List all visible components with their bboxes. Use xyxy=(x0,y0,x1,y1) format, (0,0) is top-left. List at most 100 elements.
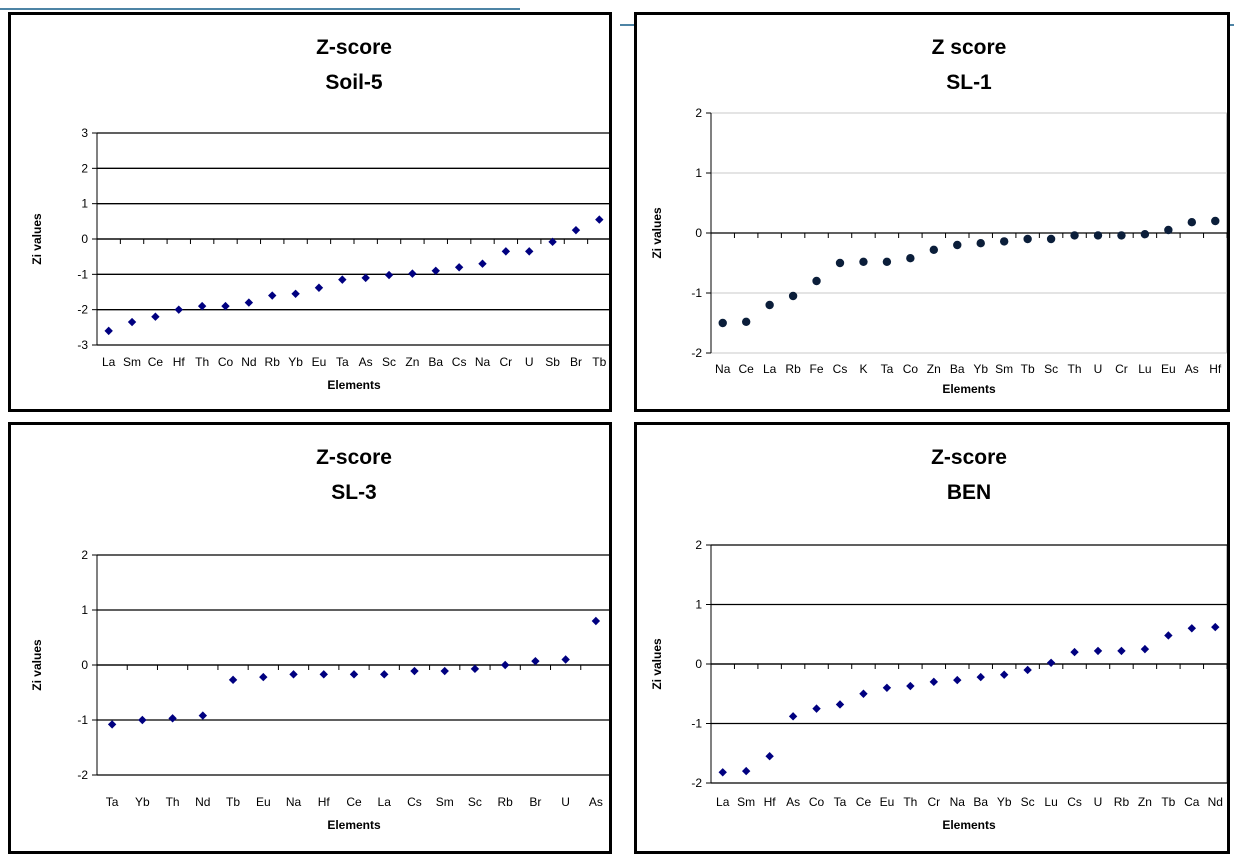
x-tick-label: Hf xyxy=(318,795,331,809)
data-point xyxy=(174,305,183,314)
y-tick-label: -1 xyxy=(77,267,88,281)
x-tick-label: Sm xyxy=(123,355,141,369)
chart-area: Z score SL-1 -2 -1 0 1 2 Na Ce La Rb Fe Cs K Ta Co Zn Ba Y… xyxy=(650,36,1227,396)
x-tick-label: Hf xyxy=(764,795,777,809)
x-tick-label: Rb xyxy=(785,362,801,376)
x-tick-label: K xyxy=(859,362,867,376)
chart-title: Z score xyxy=(932,36,1007,59)
chart-subtitle: SL-3 xyxy=(331,481,377,504)
x-tick-label: Ce xyxy=(346,795,362,809)
x-tick-label: Hf xyxy=(173,355,186,369)
x-tick-label: As xyxy=(1185,362,1199,376)
y-axis-title: Zi values xyxy=(650,207,664,259)
chart-subtitle: BEN xyxy=(947,481,991,504)
x-tick-label: Yb xyxy=(997,795,1012,809)
chart-title: Z-score xyxy=(931,446,1007,469)
data-point xyxy=(548,237,557,247)
data-point xyxy=(561,655,570,664)
x-tick-label: Fe xyxy=(810,362,824,376)
y-tick-label: -2 xyxy=(77,303,88,317)
x-tick-label: Ba xyxy=(950,362,965,376)
data-point xyxy=(1093,231,1103,240)
x-tick-label: Ta xyxy=(881,362,894,376)
y-tick-label: -2 xyxy=(77,768,88,782)
x-tick-label: Ce xyxy=(148,355,164,369)
x-tick-label: U xyxy=(1094,362,1103,376)
y-tick-label: 2 xyxy=(81,161,88,175)
data-point xyxy=(953,240,962,250)
x-tick-label: Th xyxy=(1068,362,1082,376)
x-tick-label: Cs xyxy=(1067,795,1082,809)
x-tick-label: Lu xyxy=(1138,362,1151,376)
data-point xyxy=(1093,646,1103,656)
y-tick-label: -2 xyxy=(691,346,702,360)
y-axis-title: Zi values xyxy=(30,213,44,265)
chart-area: Z-score SL-3 -2 -1 0 1 2 Ta Yb Th Nd Tb Eu Na Hf Ce La Cs… xyxy=(30,446,609,832)
data-point xyxy=(1187,624,1197,633)
data-point xyxy=(788,291,798,301)
x-tick-label: Br xyxy=(570,355,582,369)
x-tick-label: Cs xyxy=(407,795,422,809)
x-tick-label: Yb xyxy=(288,355,303,369)
data-point xyxy=(197,301,207,311)
x-tick-label: Nd xyxy=(1208,795,1223,809)
y-tick-label: 0 xyxy=(695,657,702,671)
data-point xyxy=(882,257,892,266)
data-point xyxy=(859,689,868,698)
x-tick-label: Lu xyxy=(1044,795,1057,809)
data-point xyxy=(835,258,845,268)
data-point xyxy=(107,720,117,729)
data-point xyxy=(906,681,915,691)
x-tick-label: Sm xyxy=(436,795,454,809)
x-axis-title: Elements xyxy=(942,818,996,832)
x-tick-label: Ba xyxy=(428,355,443,369)
y-tick-label: -3 xyxy=(77,338,88,352)
data-point xyxy=(1187,218,1197,227)
x-tick-label: Th xyxy=(166,795,180,809)
x-tick-label: Nd xyxy=(195,795,210,809)
x-tick-label: Cr xyxy=(500,355,513,369)
x-tick-label: Rb xyxy=(265,355,281,369)
y-tick-label: 2 xyxy=(695,106,702,120)
x-tick-label: Ce xyxy=(856,795,872,809)
x-tick-label: Nd xyxy=(241,355,256,369)
x-tick-label: Zn xyxy=(405,355,419,369)
data-point xyxy=(168,714,177,723)
x-tick-label: Cr xyxy=(927,795,940,809)
y-tick-label: -1 xyxy=(691,717,702,731)
chart-svg-sl-1: Z score SL-1 -2 -1 0 1 2 Na Ce La Rb Fe Cs K Ta Co Zn Ba Y… xyxy=(650,36,1227,396)
y-tick-label: 0 xyxy=(81,658,88,672)
x-tick-label: Tb xyxy=(226,795,240,809)
data-point xyxy=(1117,231,1126,240)
data-point xyxy=(1164,225,1173,235)
data-point xyxy=(268,291,277,300)
data-point xyxy=(835,700,845,709)
x-tick-label: Co xyxy=(809,795,825,809)
x-tick-label: Br xyxy=(529,795,541,809)
data-point xyxy=(431,266,440,275)
chart-panel-soil-5: Z-score Soil-5 -3 -2 -1 0 1 2 3 La Sm Ce Hf Th Co Nd Rb Y… xyxy=(8,12,612,412)
x-tick-label: U xyxy=(525,355,534,369)
x-axis-title: Elements xyxy=(327,818,381,832)
x-tick-label: Zn xyxy=(927,362,941,376)
data-point xyxy=(741,317,751,326)
data-point xyxy=(151,312,160,321)
data-point xyxy=(765,300,774,310)
chart-title: Z-score xyxy=(316,36,392,59)
data-point xyxy=(591,616,601,626)
x-tick-label: Eu xyxy=(312,355,327,369)
data-point xyxy=(408,269,417,278)
data-point xyxy=(788,712,798,721)
data-point xyxy=(812,276,821,286)
chart-area: Z-score BEN -2 -1 0 1 2 La Sm Hf As Co Ta Ce Eu Th Cr Na B… xyxy=(650,446,1227,832)
y-tick-label: 1 xyxy=(81,197,88,211)
chart-panel-ben: Z-score BEN -2 -1 0 1 2 La Sm Hf As Co Ta Ce Eu Th Cr Na B… xyxy=(634,422,1230,854)
data-point xyxy=(221,301,230,311)
data-point xyxy=(1211,622,1220,632)
data-point xyxy=(812,704,821,713)
data-point xyxy=(525,247,534,256)
data-point xyxy=(595,215,604,224)
x-tick-label: Co xyxy=(218,355,234,369)
x-tick-label: U xyxy=(561,795,570,809)
x-axis-title: Elements xyxy=(942,382,996,396)
